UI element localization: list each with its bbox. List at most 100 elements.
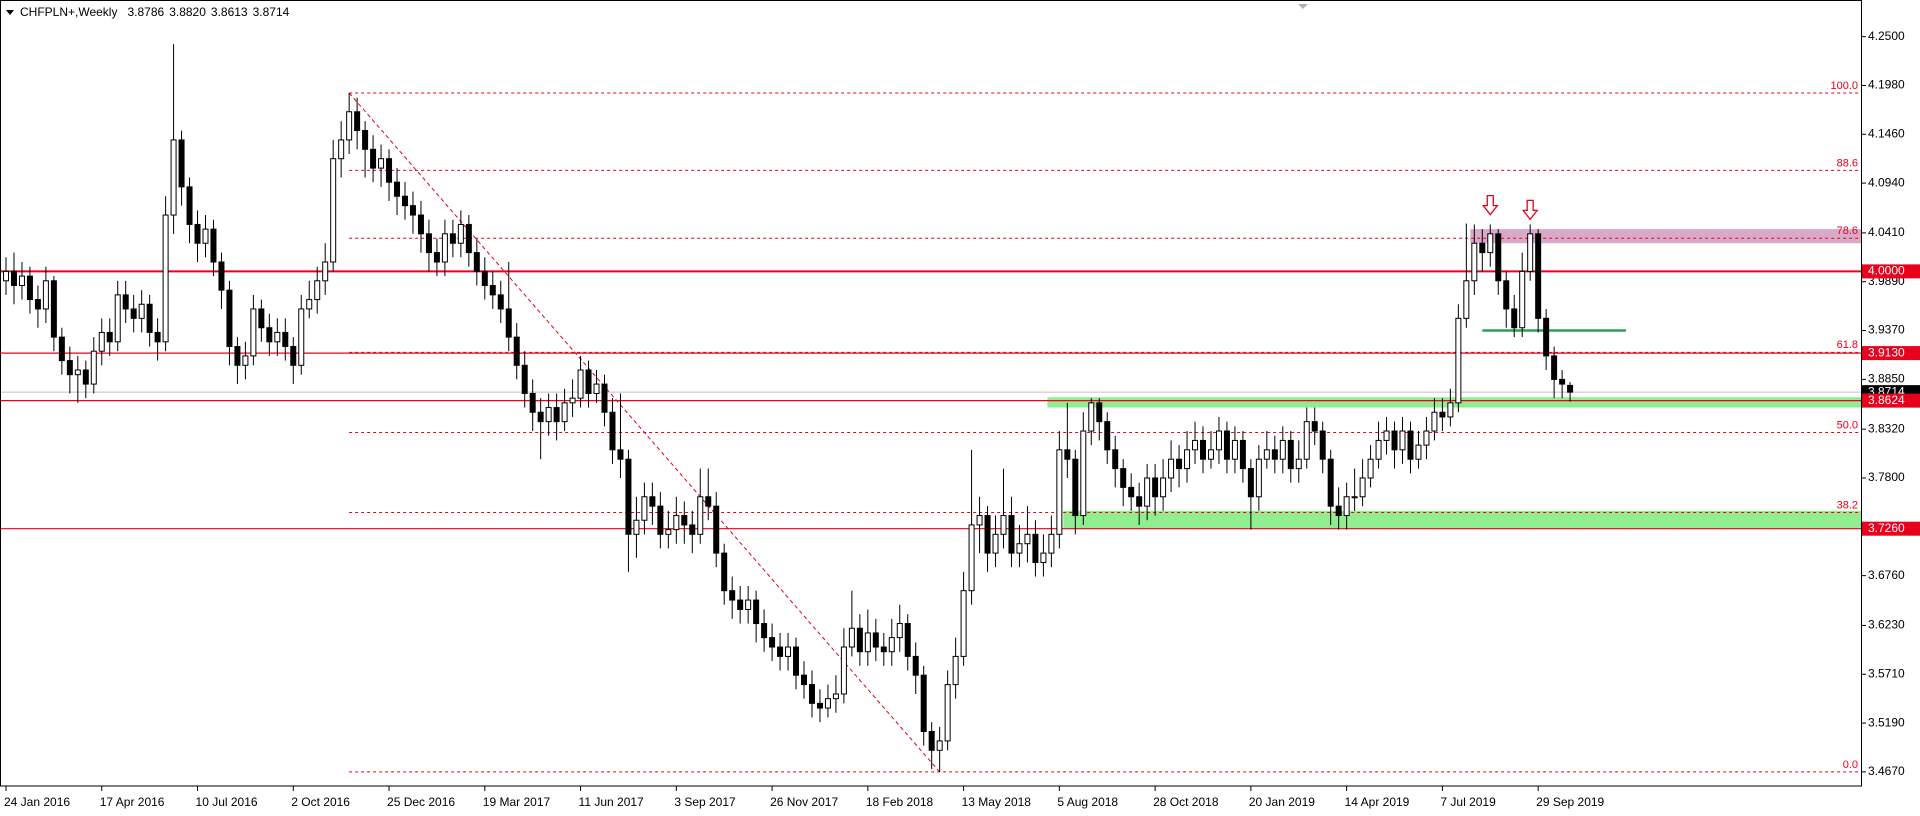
quote-open: 3.8786 [127, 5, 164, 19]
candle-body [258, 308, 265, 329]
candle-body [202, 228, 209, 244]
candle-body [1471, 242, 1478, 282]
candle-body [513, 336, 520, 366]
fibo-label: 100.0 [1830, 80, 1858, 92]
candle-body [346, 111, 353, 141]
candle-body [394, 181, 401, 197]
candle-body [457, 223, 464, 244]
quote-high: 3.8820 [169, 5, 206, 19]
candle-body [74, 369, 81, 376]
candle-body [226, 289, 233, 348]
candle-body [1519, 270, 1526, 329]
candle-body [1207, 449, 1214, 460]
quote-low: 3.8613 [211, 5, 248, 19]
candle-body [649, 496, 656, 507]
candle-body [920, 674, 927, 733]
zones-layer [1047, 229, 1862, 529]
candle-body [354, 111, 361, 132]
x-tick-label: 7 Jul 2019 [1440, 795, 1496, 809]
candle-body [66, 360, 73, 376]
candle-body [633, 519, 640, 535]
candle-body [753, 599, 760, 625]
candle-body [409, 205, 416, 216]
candle-body [449, 233, 456, 244]
candle-body [50, 280, 57, 338]
candle-body [1096, 402, 1103, 423]
candle-body [761, 623, 768, 639]
candle-body [1255, 458, 1262, 498]
candle-body [250, 308, 257, 357]
candle-body [593, 383, 600, 394]
zone [1470, 229, 1862, 244]
candle-body [840, 646, 847, 695]
symbol-title: CHFPLN+,Weekly [20, 5, 117, 19]
candle-body [872, 632, 879, 648]
menu-arrow[interactable] [6, 10, 14, 15]
x-tick-label: 26 Nov 2017 [770, 795, 838, 809]
candle-body [122, 294, 129, 310]
candle-body [1215, 430, 1222, 451]
candle-body [274, 331, 281, 343]
candle-body [10, 270, 17, 286]
candle-body [1287, 439, 1294, 470]
x-tick-label: 2 Oct 2016 [291, 795, 350, 809]
candle-body [90, 350, 97, 385]
candle-body [673, 515, 680, 531]
candle-body [1192, 439, 1199, 451]
candle-body [601, 383, 608, 413]
candle-body [769, 637, 776, 648]
candle-body [936, 740, 943, 751]
candle-body [465, 223, 472, 254]
candle-body [617, 449, 624, 460]
candle-body [298, 308, 305, 366]
candle-body [569, 397, 576, 404]
candle-body [505, 308, 512, 338]
shift-marker [1298, 4, 1308, 9]
x-tick-label: 18 Feb 2018 [866, 795, 934, 809]
x-tick-label: 28 Oct 2018 [1153, 795, 1219, 809]
candle-body [1447, 402, 1454, 418]
y-tick-label: 3.8320 [1868, 421, 1905, 435]
candle-body [1423, 430, 1430, 446]
candle-body [1231, 439, 1238, 460]
candle-body [705, 496, 712, 507]
candle-body [1559, 378, 1566, 385]
y-tick-label: 3.9370 [1868, 323, 1905, 337]
candle-body [82, 369, 89, 385]
candle-body [1511, 308, 1518, 329]
zone [1047, 397, 1862, 408]
candle-body [537, 411, 544, 423]
candle-body [1152, 477, 1159, 498]
candle-body [210, 228, 217, 263]
candle-body [1359, 477, 1366, 498]
candle-body [848, 627, 855, 648]
y-tick-label: 3.6230 [1868, 618, 1905, 632]
candle-body [553, 407, 560, 423]
candle-body [1399, 430, 1406, 451]
candle-body [1239, 439, 1246, 470]
candle-body [1295, 458, 1302, 470]
x-tick-label: 25 Dec 2016 [387, 795, 455, 809]
candle-body [1527, 233, 1534, 272]
candle-body [1375, 439, 1382, 460]
candle-body [545, 407, 552, 423]
candle-body [1032, 533, 1039, 564]
candle-body [178, 139, 185, 188]
candle-body [1463, 280, 1470, 319]
candle-body [1543, 317, 1550, 357]
candle-body [1335, 505, 1342, 517]
candle-body [154, 331, 161, 343]
candle-body [585, 369, 592, 394]
candle-body [1056, 449, 1063, 535]
fibo-label: 50.0 [1837, 419, 1858, 431]
candle-body [3, 270, 9, 282]
candle-body [1176, 458, 1183, 470]
candle-body [138, 303, 145, 319]
candle-body [824, 698, 831, 709]
candle-body [657, 505, 664, 535]
x-tick-label: 19 Mar 2017 [483, 795, 551, 809]
candle-body [625, 458, 632, 535]
candle-body [521, 364, 528, 394]
candle-body [42, 280, 49, 310]
candle-body [1112, 449, 1119, 470]
